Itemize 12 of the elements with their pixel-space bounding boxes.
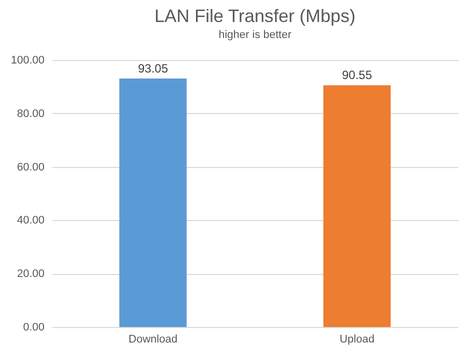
y-tick-label: 100.00 (10, 54, 44, 66)
chart-title: LAN File Transfer (Mbps) (154, 6, 356, 26)
y-tick-label: 40.00 (16, 214, 44, 227)
y-tick-label: 0.00 (23, 322, 44, 334)
chart-subtitle: higher is better (218, 29, 292, 41)
x-tick-label: Download (128, 334, 178, 346)
data-label: 90.55 (342, 68, 372, 82)
y-tick-label: 80.00 (16, 108, 44, 120)
y-tick-label: 60.00 (16, 161, 44, 174)
y-tick-label: 20.00 (16, 268, 44, 280)
data-label: 93.05 (138, 62, 168, 76)
x-tick-label: Upload (340, 334, 374, 346)
